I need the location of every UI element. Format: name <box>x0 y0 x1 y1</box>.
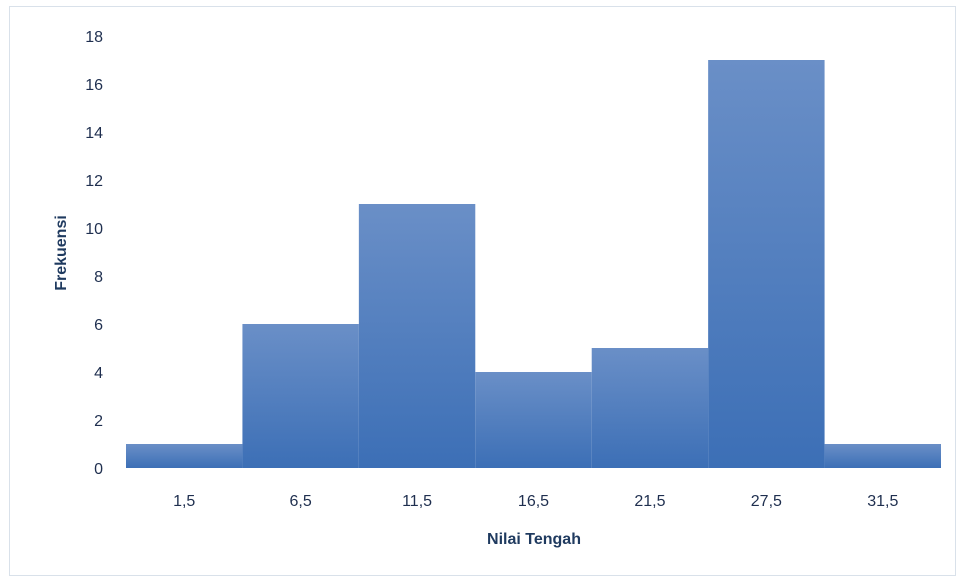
bar <box>591 348 709 468</box>
x-tick-label: 16,5 <box>518 493 549 510</box>
y-axis-tick-labels: 0 2 4 6 8 10 12 14 16 18 <box>85 29 103 478</box>
x-axis-tick-labels: 1,5 6,5 11,5 16,5 21,5 27,5 31,5 <box>173 493 898 510</box>
bars-group <box>126 60 941 468</box>
y-tick-label: 14 <box>85 125 103 142</box>
y-tick-label: 16 <box>85 77 103 94</box>
x-tick-label: 1,5 <box>173 493 195 510</box>
bar <box>358 204 476 468</box>
y-tick-label: 6 <box>94 317 103 334</box>
y-tick-label: 2 <box>94 413 103 430</box>
x-tick-label: 11,5 <box>402 493 432 510</box>
x-tick-label: 21,5 <box>634 493 665 510</box>
y-axis-title: Frekuensi <box>53 215 70 291</box>
x-axis-title: Nilai Tengah <box>487 531 581 548</box>
y-tick-label: 0 <box>94 461 103 478</box>
bar <box>126 444 243 468</box>
bar <box>824 444 941 468</box>
y-tick-label: 8 <box>94 269 103 286</box>
bar <box>242 324 359 468</box>
y-tick-label: 4 <box>94 365 103 382</box>
x-tick-label: 6,5 <box>290 493 312 510</box>
x-tick-label: 31,5 <box>867 493 898 510</box>
x-tick-label: 27,5 <box>751 493 782 510</box>
y-tick-label: 18 <box>85 29 103 46</box>
bar <box>708 60 825 468</box>
bar <box>475 372 592 468</box>
y-tick-label: 12 <box>85 173 103 190</box>
y-tick-label: 10 <box>85 221 103 238</box>
